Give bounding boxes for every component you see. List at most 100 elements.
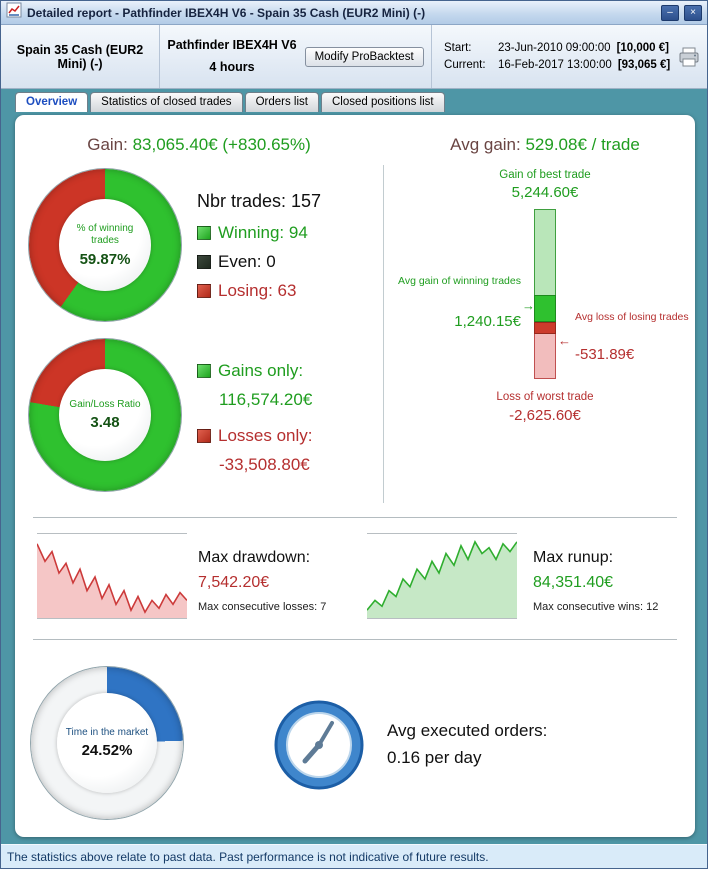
instrument-name: Spain 35 Cash (EUR2 Mini) (-) bbox=[1, 25, 161, 88]
vertical-divider bbox=[383, 165, 384, 503]
max-drawdown-value: 7,542.20€ bbox=[198, 574, 270, 591]
minimize-button[interactable]: – bbox=[661, 4, 679, 21]
winning-count: Winning: 94 bbox=[218, 223, 308, 242]
avg-loss-value: -531.89€ bbox=[575, 346, 635, 363]
losses-only-square bbox=[197, 429, 211, 443]
start-datetime: 23-Jun-2010 09:00:00 bbox=[498, 42, 611, 54]
gains-only-square bbox=[197, 364, 211, 378]
gains-only-value: 116,574.20€ bbox=[219, 390, 313, 409]
avg-gain-value: 529.08€ / trade bbox=[525, 135, 640, 154]
system-name: Pathfinder IBEX4H V6 bbox=[167, 38, 297, 53]
current-label: Current: bbox=[444, 59, 486, 71]
losing-square bbox=[197, 284, 211, 298]
tab-bar: Overview Statistics of closed trades Ord… bbox=[15, 92, 693, 112]
drawdown-sparkline bbox=[37, 533, 187, 619]
losses-only-value: -33,508.80€ bbox=[219, 455, 310, 474]
losses-only-label: Losses only: bbox=[218, 426, 313, 445]
avg-gain-section: Avg gain: 529.08€ / trade Gain of best t… bbox=[395, 115, 695, 515]
avg-orders-line1: Avg executed orders: bbox=[387, 721, 548, 740]
arrow-right-icon: → bbox=[522, 298, 535, 313]
current-datetime: 16-Feb-2017 13:00:00 bbox=[498, 59, 612, 71]
dates-section: Start: 23-Jun-2010 09:00:00 [10,000 €] C… bbox=[432, 25, 670, 88]
even-item: Even: 0 bbox=[197, 252, 321, 272]
status-bar: The statistics above relate to past data… bbox=[1, 844, 707, 868]
modify-probacktest-button[interactable]: Modify ProBacktest bbox=[304, 46, 424, 67]
max-drawdown-label: Max drawdown: bbox=[198, 549, 311, 566]
losses-only-item: Losses only: bbox=[197, 426, 313, 446]
start-row: Start: 23-Jun-2010 09:00:00 [10,000 €] bbox=[444, 42, 669, 54]
avg-executed-orders: Avg executed orders: 0.16 per day bbox=[387, 717, 547, 771]
winning-trades-donut: % of winning trades 59.87% bbox=[29, 169, 181, 321]
avg-win-label: Avg gain of winning trades bbox=[398, 275, 521, 287]
winning-donut-label: % of winning trades bbox=[76, 222, 134, 247]
ratio-donut-center: Gain/Loss Ratio 3.48 bbox=[59, 369, 151, 461]
avg-win-bar bbox=[534, 295, 556, 323]
system-text: Pathfinder IBEX4H V6 4 hours bbox=[167, 35, 296, 78]
app-icon bbox=[6, 2, 22, 23]
window-title: Detailed report - Pathfinder IBEX4H V6 -… bbox=[27, 5, 426, 20]
ratio-donut-label: Gain/Loss Ratio bbox=[69, 398, 141, 410]
title-bar: Detailed report - Pathfinder IBEX4H V6 -… bbox=[1, 1, 707, 25]
report-header: Spain 35 Cash (EUR2 Mini) (-) Pathfinder… bbox=[1, 25, 707, 89]
best-trade-value: 5,244.60€ bbox=[511, 184, 579, 201]
arrow-left-icon: ← bbox=[558, 333, 571, 348]
avg-loss-label: Avg loss of losing trades bbox=[575, 311, 689, 323]
max-consecutive-losses: Max consecutive losses: 7 bbox=[198, 601, 327, 613]
system-timeframe: 4 hours bbox=[209, 59, 255, 74]
gain-value: 83,065.40€ (+830.65%) bbox=[132, 135, 311, 154]
time-donut-label: Time in the market bbox=[65, 726, 149, 738]
losing-count: Losing: 63 bbox=[218, 281, 297, 300]
avg-win-value: 1,240.15€ bbox=[454, 313, 521, 330]
gain-label: Gain: bbox=[87, 135, 128, 154]
start-label: Start: bbox=[444, 42, 472, 54]
tab-orders-list[interactable]: Orders list bbox=[244, 92, 319, 112]
ratio-donut-value: 3.48 bbox=[90, 414, 120, 432]
gains-losses-summary: Gains only: 116,574.20€ Losses only: -33… bbox=[197, 361, 313, 491]
winning-square bbox=[197, 226, 211, 240]
tab-closed-positions-list[interactable]: Closed positions list bbox=[320, 92, 445, 112]
even-square bbox=[197, 255, 211, 269]
section-divider-2 bbox=[33, 639, 677, 640]
printer-icon bbox=[679, 47, 699, 66]
max-consecutive-wins: Max consecutive wins: 12 bbox=[533, 601, 659, 613]
nbr-trades: Nbr trades: 157 bbox=[197, 191, 322, 211]
trade-bar-chart bbox=[395, 209, 695, 379]
tab-statistics-closed-trades[interactable]: Statistics of closed trades bbox=[90, 92, 243, 112]
avg-gain-title: Avg gain: 529.08€ / trade bbox=[395, 135, 695, 155]
tab-overview[interactable]: Overview bbox=[15, 92, 89, 112]
gains-only-item: Gains only: bbox=[197, 361, 313, 381]
even-count: Even: 0 bbox=[218, 252, 276, 271]
avg-orders-line2: 0.16 per day bbox=[387, 748, 482, 767]
time-donut-center: Time in the market 24.52% bbox=[57, 693, 157, 793]
gain-loss-ratio-donut: Gain/Loss Ratio 3.48 bbox=[29, 339, 181, 491]
avg-loss-bar bbox=[534, 322, 556, 334]
best-trade-label: Gain of best trade bbox=[499, 169, 591, 181]
worst-trade-label: Loss of worst trade bbox=[496, 391, 594, 403]
winning-item: Winning: 94 bbox=[197, 223, 321, 243]
max-runup-label: Max runup: bbox=[533, 549, 614, 566]
start-capital: [10,000 €] bbox=[616, 42, 669, 54]
current-row: Current: 16-Feb-2017 13:00:00 [93,065 €] bbox=[444, 59, 670, 71]
current-capital: [93,065 €] bbox=[617, 59, 671, 71]
report-body: Overview Statistics of closed trades Ord… bbox=[1, 89, 707, 844]
close-button[interactable]: × bbox=[684, 4, 702, 21]
winning-donut-center: % of winning trades 59.87% bbox=[59, 199, 151, 291]
system-section: Pathfinder IBEX4H V6 4 hours Modify ProB… bbox=[160, 25, 433, 88]
time-in-market-donut: Time in the market 24.52% bbox=[31, 667, 183, 819]
overview-panel: Gain: 83,065.40€ (+830.65%) % of winning… bbox=[15, 115, 695, 837]
avg-gain-label: Avg gain: bbox=[450, 135, 521, 154]
status-text: The statistics above relate to past data… bbox=[7, 849, 489, 864]
trades-summary: Nbr trades: 157 Winning: 94 Even: 0 Losi… bbox=[197, 191, 321, 310]
section-divider bbox=[33, 517, 677, 518]
losing-item: Losing: 63 bbox=[197, 281, 321, 301]
max-runup-value: 84,351.40€ bbox=[533, 574, 614, 591]
winning-donut-value: 59.87% bbox=[79, 250, 131, 268]
gain-title: Gain: 83,065.40€ (+830.65%) bbox=[15, 135, 383, 155]
runup-sparkline bbox=[367, 533, 517, 619]
gains-only-label: Gains only: bbox=[218, 361, 304, 380]
worst-trade-value: -2,625.60€ bbox=[509, 407, 581, 424]
print-button[interactable] bbox=[670, 25, 707, 88]
time-donut-value: 24.52% bbox=[81, 742, 133, 760]
clock-icon bbox=[274, 700, 364, 790]
